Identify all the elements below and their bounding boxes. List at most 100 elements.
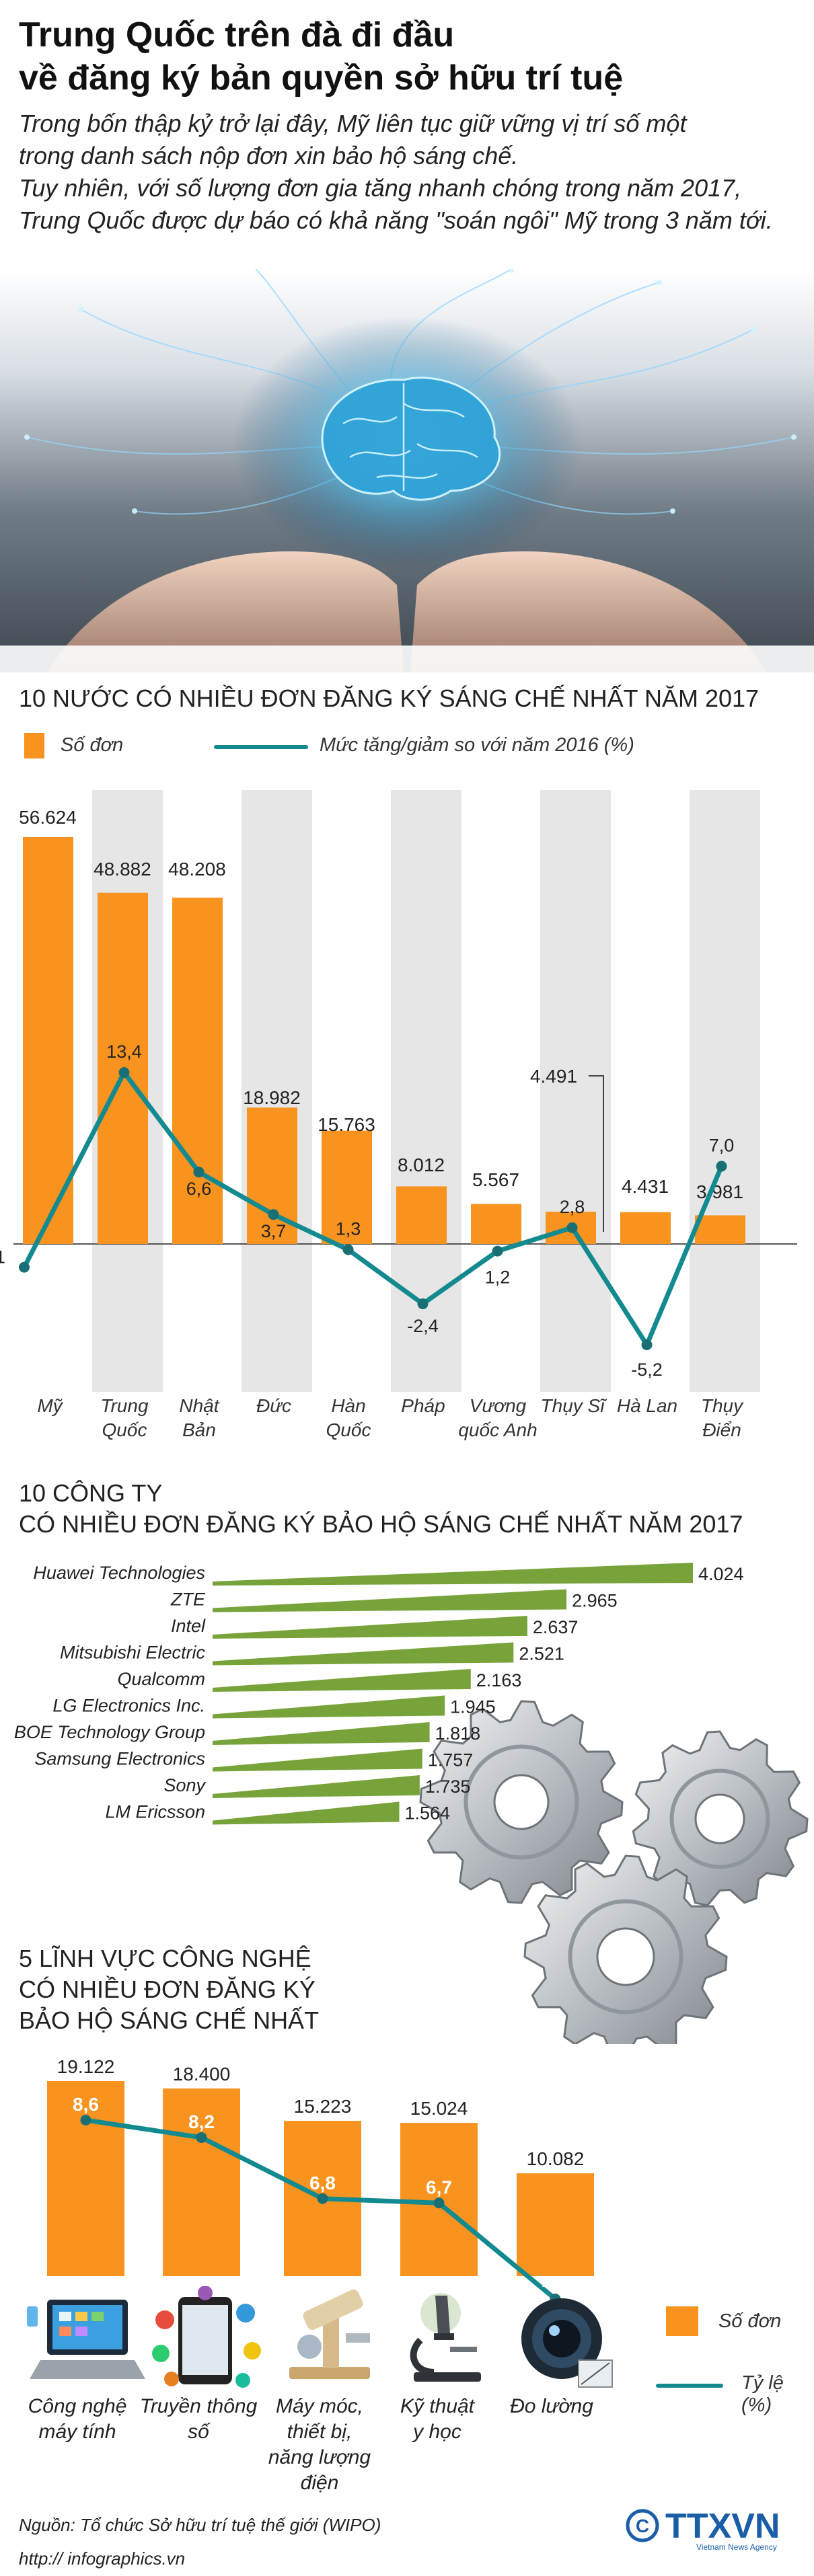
field-trend-value-label: 6,7 xyxy=(426,2177,452,2197)
field-bar-value-label: 19.122 xyxy=(57,2056,115,2077)
trend-value-label: 2,8 xyxy=(560,1197,585,1217)
trend-point xyxy=(342,1244,354,1255)
bar xyxy=(172,897,223,1244)
company-value-label: 4.024 xyxy=(698,1564,744,1584)
field-trend-value-label: 8,6 xyxy=(73,2094,99,2115)
field-category-label: Đo lường xyxy=(491,2394,612,2419)
microscope-icon xyxy=(410,2293,481,2382)
source-text: Nguồn: Tổ chức Sở hữu trí tuệ thế giới (… xyxy=(19,2515,381,2535)
section3-title-line3: BẢO HỘ SÁNG CHẾ NHẤT xyxy=(19,2006,320,2034)
category-label: Thụy xyxy=(701,1395,744,1416)
company-bar xyxy=(213,1669,471,1692)
field-bar xyxy=(47,2081,124,2276)
company-bar xyxy=(213,1589,567,1612)
field-bar-value-label: 18.400 xyxy=(173,2064,231,2084)
section1-title: 10 NƯỚC CÓ NHIỀU ĐƠN ĐĂNG KÝ SÁNG CHẾ NH… xyxy=(19,685,760,712)
bar xyxy=(322,1130,372,1244)
grey-band xyxy=(690,790,760,1392)
camera-lens-icon xyxy=(521,2298,613,2388)
intro-line: Trong bốn thập kỷ trở lại đây, Mỹ liên t… xyxy=(19,110,687,137)
category-label: Vương xyxy=(470,1395,527,1416)
section3-title-line1: 5 LĨNH VỰC CÔNG NGHỆ xyxy=(19,1945,311,1972)
company-bar xyxy=(213,1775,420,1798)
field-category-label-line: thiết bị, xyxy=(287,2421,353,2443)
gear-hole xyxy=(493,1774,550,1830)
fields-legend-line-label: Tỷ lệ (%) xyxy=(741,2372,784,2416)
intro-text: Trong bốn thập kỷ trở lại đây, Mỹ liên t… xyxy=(19,108,773,237)
microscope-machine-icon xyxy=(289,2290,370,2379)
fields-chart: 19.122 18.400 15.223 15.024 10.082 8,6 8,2 6,8 6… xyxy=(47,2056,594,2304)
gear-ring xyxy=(568,1899,683,2015)
field-category-label-line: máy tính xyxy=(38,2421,116,2443)
trend-point xyxy=(417,1298,429,1310)
gears-illustration xyxy=(419,1700,809,2044)
company-value-label: 2.521 xyxy=(519,1644,564,1664)
field-category-label-line: y học xyxy=(413,2421,461,2443)
category-label: Hàn xyxy=(331,1395,365,1416)
trend-point xyxy=(566,1222,578,1233)
intro-line: trong danh sách nộp đơn xin bảo hộ sáng … xyxy=(19,142,519,169)
field-trend-point xyxy=(80,2115,91,2125)
company-value-label: 1.818 xyxy=(435,1723,481,1744)
companies-chart: Huawei Technologies 4.024 ZTE 2.965 Intel 2.6… xyxy=(14,1563,744,1825)
field-category-label-line: Công nghệ xyxy=(28,2395,127,2417)
trend-point xyxy=(492,1245,503,1257)
logo-subtext: Vietnam News Agency xyxy=(696,2542,777,2552)
left-hand xyxy=(47,551,404,672)
brain-hands-illustration xyxy=(0,269,814,672)
section3-title-line2: CÓ NHIỀU ĐƠN ĐĂNG KÝ xyxy=(19,1976,316,2003)
field-category-label: Máy móc, thiết bị, năng lượng điện xyxy=(259,2394,380,2496)
logo-text: TTXVN xyxy=(665,2507,780,2546)
category-label: Quốc xyxy=(102,1419,147,1440)
category-label: Thụy Sĩ xyxy=(541,1395,608,1416)
company-bar xyxy=(213,1616,527,1639)
bar-value-label: 18.982 xyxy=(243,1087,301,1108)
company-bar xyxy=(213,1563,693,1586)
company-value-label: 2.163 xyxy=(476,1670,522,1690)
category-label: Mỹ xyxy=(37,1395,63,1416)
trend-value-label: 0,1 xyxy=(0,1247,5,1267)
website-link[interactable]: http:// infographics.vn xyxy=(19,2548,186,2569)
right-hand xyxy=(410,551,767,672)
company-label: Samsung Electronics xyxy=(34,1749,205,1769)
trend-point xyxy=(193,1167,205,1178)
company-label: ZTE xyxy=(170,1590,206,1610)
category-label: Nhật xyxy=(179,1395,219,1416)
fields-legend-bar-label: Số đơn xyxy=(718,2310,782,2332)
field-trend-value-label: 6,8 xyxy=(309,2173,336,2193)
company-value-label: 1.735 xyxy=(425,1777,471,1797)
company-bar xyxy=(213,1695,445,1719)
smartphone-apps-icon xyxy=(152,2286,261,2388)
trend-value-label: 6,6 xyxy=(186,1179,212,1199)
category-label: Hà Lan xyxy=(617,1395,677,1416)
trend-point xyxy=(716,1161,727,1172)
bar-value-label: 56.624 xyxy=(19,807,77,828)
trend-value-label: 3,7 xyxy=(261,1221,287,1241)
bar-value-label: 48.208 xyxy=(168,859,226,880)
company-value-label: 1.757 xyxy=(428,1750,474,1770)
bar-value-label: 48.882 xyxy=(94,859,151,880)
gear-ring xyxy=(669,1768,770,1869)
computer-icon xyxy=(27,2300,145,2379)
trend-point xyxy=(641,1339,653,1350)
company-value-label: 2.965 xyxy=(572,1591,618,1611)
countries-chart: 56.624 48.882 48.208 18.982 15.763 8.012 5.567… xyxy=(0,790,797,1440)
intro-line: Tuy nhiên, với số lượng đơn gia tăng nha… xyxy=(19,174,742,202)
bar-value-label: 3.981 xyxy=(696,1181,743,1202)
category-label: quốc Anh xyxy=(458,1419,537,1440)
hero-image xyxy=(0,269,814,672)
field-trend-point xyxy=(317,2193,328,2204)
field-bar-value-label: 15.024 xyxy=(410,2098,468,2119)
field-category-label: Truyền thông số xyxy=(138,2394,259,2445)
field-category-label-line: năng lượng xyxy=(268,2446,371,2468)
company-label: LG Electronics Inc. xyxy=(52,1696,205,1716)
trend-point xyxy=(268,1209,279,1220)
page-title-line2: về đăng ký bản quyền sở hữu trí tuệ xyxy=(19,58,624,97)
fields-legend-line-swatch xyxy=(656,2384,723,2388)
company-value-label: 1.564 xyxy=(405,1803,451,1824)
field-bar-value-label: 15.223 xyxy=(294,2096,352,2117)
trend-value-label: 7,0 xyxy=(709,1135,735,1155)
ttxvn-logo-mark: C TTXVN Vietnam News Agency xyxy=(626,2507,780,2552)
company-label: LM Ericsson xyxy=(105,1802,205,1822)
field-category-label: Kỹ thuật y học xyxy=(377,2394,498,2445)
